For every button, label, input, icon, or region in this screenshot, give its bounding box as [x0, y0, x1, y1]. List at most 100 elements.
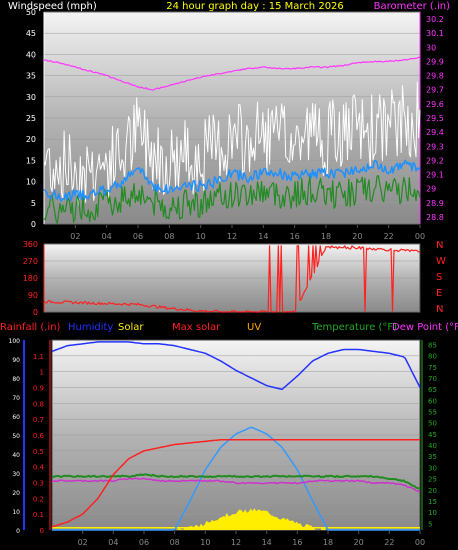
dew-point-series — [52, 477, 421, 493]
wind-x-tick-label: 18 — [321, 232, 331, 241]
direction-y-tick-label: 180 — [23, 274, 38, 283]
barometer-y-tick-label: 29.7 — [426, 86, 444, 95]
temperature-y-tick-label: 50 — [428, 420, 437, 428]
rain-x-tick-label: 04 — [108, 538, 118, 547]
temperature-series — [51, 473, 421, 490]
temperature-y-tick-label: 65 — [428, 386, 437, 394]
temperature-y-tick-label: 20 — [428, 487, 437, 495]
direction-y-tick-label: 270 — [23, 257, 38, 266]
rain-y-tick-label: 1 — [40, 369, 44, 377]
rain-y-tick-label: 0.4 — [33, 464, 45, 472]
humidity-y-tick-label: 100 — [9, 338, 21, 345]
barometer-y-tick-label: 29.8 — [426, 72, 444, 81]
barometer-y-tick-label: 29.6 — [426, 100, 444, 109]
barometer-y-tick-label: 28.8 — [426, 213, 444, 222]
rain-x-tick-label: 02 — [78, 538, 88, 547]
graph-title: 24 hour graph day : 15 March 2026 — [166, 1, 344, 12]
barometer-y-tick-label: 29.3 — [426, 142, 444, 151]
barometer-axis-title: Barometer (.in) — [374, 1, 450, 12]
wind-x-tick-label: 12 — [227, 232, 237, 241]
wind-y-tick-label: 40 — [26, 50, 36, 59]
wind-x-tick-label: 02 — [70, 232, 80, 241]
wind-y-tick-label: 15 — [26, 156, 36, 165]
legend-solar: Solar — [118, 322, 144, 333]
humidity-y-tick-label: 60 — [12, 414, 20, 421]
wind-y-tick-label: 30 — [26, 93, 36, 102]
wind-x-tick-label: 04 — [102, 232, 112, 241]
legend-temperature: Temperature (°F) — [311, 322, 397, 333]
barometer-y-tick-label: 30.1 — [426, 29, 444, 38]
direction-y-tick-label: 0 — [33, 308, 38, 317]
rain-y-tick-label: 0.7 — [33, 416, 44, 424]
legend-rainfall: Rainfall (.in) — [0, 322, 61, 333]
rain-y-tick-label: 0.6 — [33, 432, 45, 440]
humidity-y-tick-label: 80 — [12, 376, 20, 383]
humidity-y-tick-label: 20 — [12, 490, 20, 497]
wind-y-tick-label: 5 — [31, 199, 36, 208]
rain-x-tick-label: 12 — [231, 538, 241, 547]
temperature-y-tick-label: 55 — [428, 409, 437, 417]
rain-x-tick-label: 08 — [170, 538, 180, 547]
compass-label: N — [436, 240, 443, 251]
rain-x-tick-label: 06 — [139, 538, 149, 547]
humidity-y-tick-label: 40 — [12, 452, 20, 459]
rain-y-tick-label: 0.8 — [33, 400, 44, 408]
rain-y-tick-label: 0.2 — [33, 495, 44, 503]
wind-gust-series — [43, 81, 421, 206]
barometer-y-tick-label: 28.9 — [426, 199, 444, 208]
wind-y-tick-label: 25 — [26, 114, 36, 123]
rain-y-tick-label: 0.9 — [33, 385, 44, 393]
compass-label: N — [436, 304, 443, 315]
barometer-y-tick-label: 29.5 — [426, 114, 444, 123]
barometer-y-tick-label: 30.2 — [426, 15, 444, 24]
legend-humidity: Humidity — [68, 322, 113, 333]
rain-x-tick-label: 14 — [262, 538, 272, 547]
wind-y-tick-label: 10 — [26, 178, 36, 187]
temperature-y-tick-label: 45 — [428, 431, 437, 439]
temperature-y-tick-label: 60 — [428, 397, 437, 405]
barometer-series — [43, 56, 421, 91]
rain-y-tick-label: 0.1 — [33, 511, 44, 519]
humidity-y-tick-label: 70 — [12, 395, 20, 402]
bottom-legend: Rainfall (.in) Humidity Solar Max solar … — [0, 322, 458, 333]
wind-x-tick-label: 10 — [196, 232, 206, 241]
wind-average-series — [43, 159, 421, 202]
wind-y-tick-label: 50 — [26, 8, 36, 17]
temperature-y-tick-label: 75 — [428, 364, 437, 372]
rain-x-tick-label: 16 — [292, 538, 302, 547]
wind-x-tick-label: 16 — [290, 232, 300, 241]
rain-x-tick-label: 10 — [200, 538, 210, 547]
barometer-y-tick-label: 29 — [426, 185, 436, 194]
wind-y-tick-label: 20 — [26, 135, 36, 144]
wind-barometer-chart: 0 5 10 15 20 25 30 35 40 45 50 28.8 28.9 29 29.1 29.2 29… — [26, 8, 444, 241]
humidity-y-tick-label: 90 — [12, 357, 20, 364]
wind-x-tick-label: 14 — [258, 232, 268, 241]
humidity-y-tick-label: 0 — [16, 528, 20, 535]
max-solar-series — [52, 426, 420, 531]
compass-label: W — [436, 256, 446, 267]
wind-y-tick-label: 0 — [31, 220, 36, 229]
wind-x-tick-label: 22 — [384, 232, 394, 241]
direction-y-tick-label: 90 — [28, 291, 38, 300]
temperature-y-tick-label: 40 — [428, 442, 437, 450]
rain-x-tick-label: 20 — [354, 538, 364, 547]
wind-x-tick-label: 00 — [415, 232, 425, 241]
temperature-y-tick-label: 85 — [428, 341, 437, 349]
temperature-y-tick-label: 80 — [428, 353, 437, 361]
compass-label: E — [436, 288, 442, 299]
wind-x-tick-label: 06 — [133, 232, 143, 241]
humidity-y-tick-label: 10 — [12, 509, 20, 516]
legend-max-solar: Max solar — [172, 322, 221, 333]
wind-y-tick-label: 35 — [26, 72, 36, 81]
rain-temperature-chart: 0 0.1 0.2 0.3 0.4 0.5 0.6 0.7 0.8 0.9 1 1.1 0 10 20 30 4… — [9, 338, 437, 547]
temperature-y-tick-label: 15 — [428, 498, 437, 506]
wind-axis-title: Windspeed (mph) — [8, 1, 97, 12]
wind-direction-series — [43, 245, 421, 313]
humidity-y-tick-label: 50 — [12, 433, 20, 440]
rain-y-tick-label: 0 — [40, 527, 44, 535]
barometer-y-tick-label: 29.2 — [426, 156, 444, 165]
rain-y-tick-label: 1.1 — [33, 353, 44, 361]
humidity-series — [51, 341, 421, 391]
rain-x-tick-label: 18 — [323, 538, 333, 547]
